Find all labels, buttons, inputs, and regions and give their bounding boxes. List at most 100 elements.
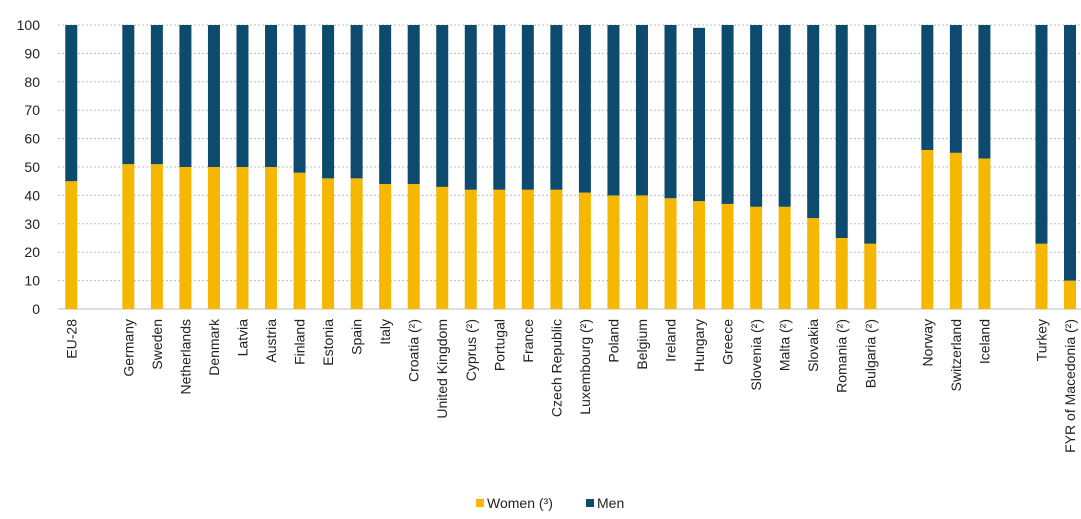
x-tick-label: Italy: [377, 319, 393, 345]
x-tick-label: Netherlands: [177, 319, 193, 395]
y-tick-label: 60: [24, 131, 40, 147]
x-tick-label: Norway: [919, 319, 935, 366]
x-tick-label: Turkey: [1033, 319, 1049, 361]
x-tick-label: Luxembourg (²): [577, 319, 593, 415]
bar-women: [750, 206, 763, 309]
bar-men: [65, 25, 78, 182]
x-tick-label: Finland: [292, 319, 308, 365]
y-tick-label: 70: [24, 102, 40, 118]
bar-men: [150, 25, 163, 165]
legend-label: Women (³): [487, 495, 553, 511]
bar-men: [664, 25, 677, 199]
bar-men: [1035, 25, 1048, 244]
y-tick-label: 100: [17, 17, 41, 33]
bar-men: [949, 25, 962, 153]
x-tick-label: Denmark: [206, 318, 222, 376]
x-tick-label: Switzerland: [948, 319, 964, 391]
bar-men: [921, 25, 934, 150]
bar-men: [778, 25, 791, 207]
bar-men: [436, 25, 449, 187]
bar-men: [464, 25, 477, 190]
legend-swatch: [586, 499, 594, 507]
y-tick-label: 90: [24, 45, 40, 61]
x-tick-label: Bulgaria (²): [862, 319, 878, 388]
y-tick-label: 30: [24, 216, 40, 232]
x-tick-label: Spain: [349, 319, 365, 355]
bar-women: [578, 192, 591, 309]
x-tick-label: FYR of Macedonia (²): [1062, 319, 1078, 453]
x-tick-label: Belgium: [634, 319, 650, 370]
bar-men: [407, 25, 420, 185]
bar-women: [350, 178, 363, 309]
bar-women: [236, 167, 249, 309]
x-tick-label: Cyprus (²): [463, 319, 479, 381]
bar-women: [607, 195, 620, 309]
y-axis: 0 10 20 30 40 50 60 70 80 90 100: [17, 17, 41, 317]
bar-men: [721, 25, 734, 204]
x-tick-label: Slovakia: [805, 319, 821, 372]
legend-swatch: [476, 499, 484, 507]
bar-men: [978, 25, 991, 159]
legend: Women (³) Men: [476, 495, 624, 511]
x-tick-label: Hungary: [691, 319, 707, 372]
bar-women: [379, 184, 392, 309]
y-tick-label: 20: [24, 244, 40, 260]
bars: [65, 25, 1077, 309]
bar-women: [122, 164, 135, 309]
bar-women: [807, 218, 820, 309]
legend-label: Men: [597, 495, 624, 511]
bar-men: [207, 25, 220, 167]
bar-men: [350, 25, 363, 179]
bar-men: [635, 25, 648, 196]
bar-men: [179, 25, 192, 167]
y-tick-label: 50: [24, 159, 40, 175]
x-tick-label: Czech Republic: [548, 319, 564, 417]
bar-men: [578, 25, 591, 193]
bar-women: [635, 195, 648, 309]
bar-women: [949, 152, 962, 309]
bar-men: [835, 25, 848, 238]
x-tick-label: France: [520, 319, 536, 363]
bar-men: [236, 25, 249, 167]
y-tick-label: 0: [32, 301, 40, 317]
bar-men: [493, 25, 506, 190]
x-tick-label: Romania (²): [834, 319, 850, 393]
x-tick-label: Ireland: [663, 319, 679, 362]
bar-men: [322, 25, 335, 179]
x-tick-label: Germany: [120, 319, 136, 377]
y-tick-label: 10: [24, 273, 40, 289]
bar-women: [778, 206, 791, 309]
bar-women: [921, 149, 934, 309]
gridlines: [58, 24, 1081, 310]
bar-men: [550, 25, 563, 190]
bar-women: [65, 181, 78, 309]
y-tick-label: 80: [24, 74, 40, 90]
bar-men: [379, 25, 392, 185]
bar-women: [693, 201, 706, 309]
x-tick-label: EU-28: [63, 319, 79, 359]
bar-men: [122, 25, 135, 165]
bar-women: [322, 178, 335, 309]
x-tick-label: Sweden: [149, 319, 165, 370]
bar-women: [1035, 243, 1048, 309]
x-tick-label: Poland: [605, 319, 621, 363]
y-tick-label: 40: [24, 187, 40, 203]
x-tick-label: Austria: [263, 319, 279, 363]
x-tick-label: Portugal: [491, 319, 507, 371]
bar-women: [978, 158, 991, 309]
bar-men: [521, 25, 534, 190]
bar-women: [179, 167, 192, 309]
x-tick-label: Malta (²): [777, 319, 793, 371]
x-tick-label: Estonia: [320, 319, 336, 366]
bar-women: [864, 243, 877, 309]
bar-women: [521, 189, 534, 309]
bar-women: [150, 164, 163, 309]
bar-men: [1064, 25, 1077, 281]
x-tick-label: Slovenia (²): [748, 319, 764, 391]
bar-women: [464, 189, 477, 309]
x-tick-label: United Kingdom: [434, 319, 450, 419]
x-tick-label: Croatia (²): [406, 319, 422, 382]
bar-women: [407, 184, 420, 309]
x-tick-label: Latvia: [234, 319, 250, 357]
